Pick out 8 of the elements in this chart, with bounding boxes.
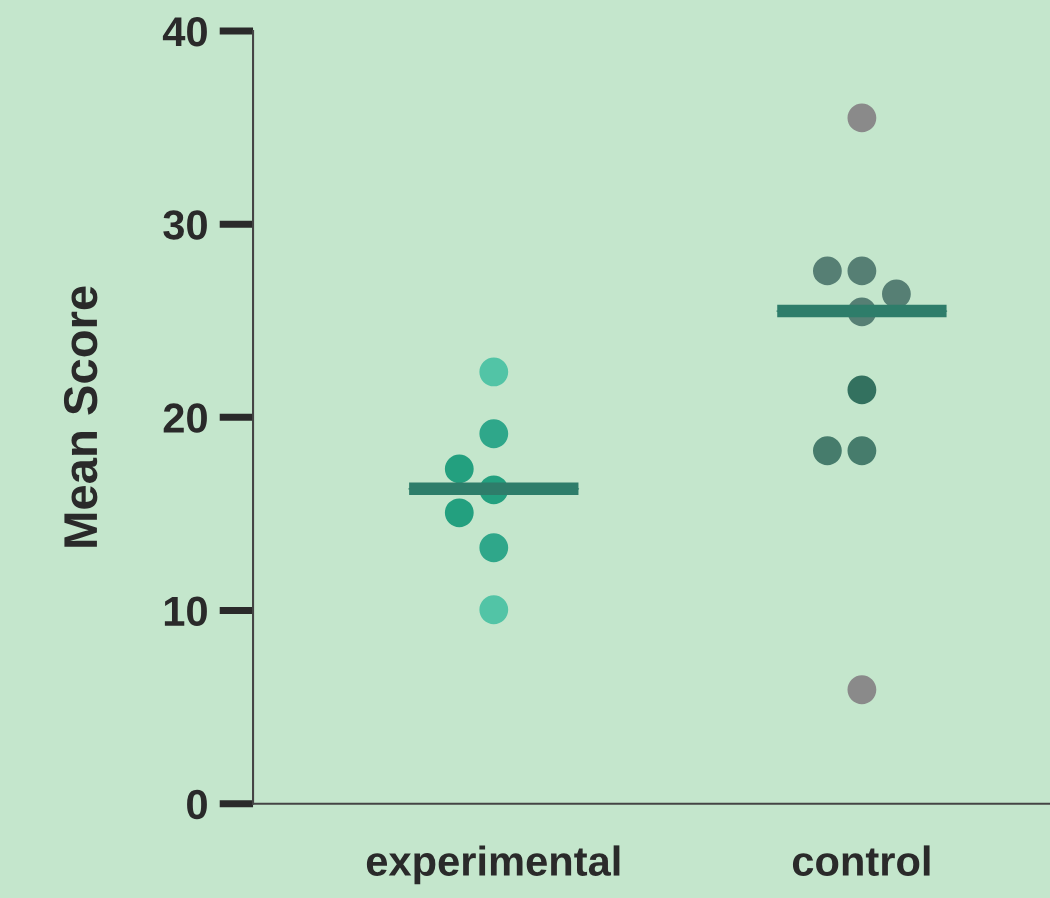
y-tick-label: 40 <box>162 16 207 47</box>
y-tick-label: 30 <box>163 210 207 240</box>
x-tick-label: control <box>792 845 930 876</box>
y-tick-label: 10 <box>164 596 207 627</box>
y-tick-label: 20 <box>163 403 207 433</box>
y-tick-label: 0 <box>187 789 207 820</box>
y-axis-title: Mean Score <box>63 286 98 547</box>
x-tick-label: experimental <box>366 845 620 885</box>
